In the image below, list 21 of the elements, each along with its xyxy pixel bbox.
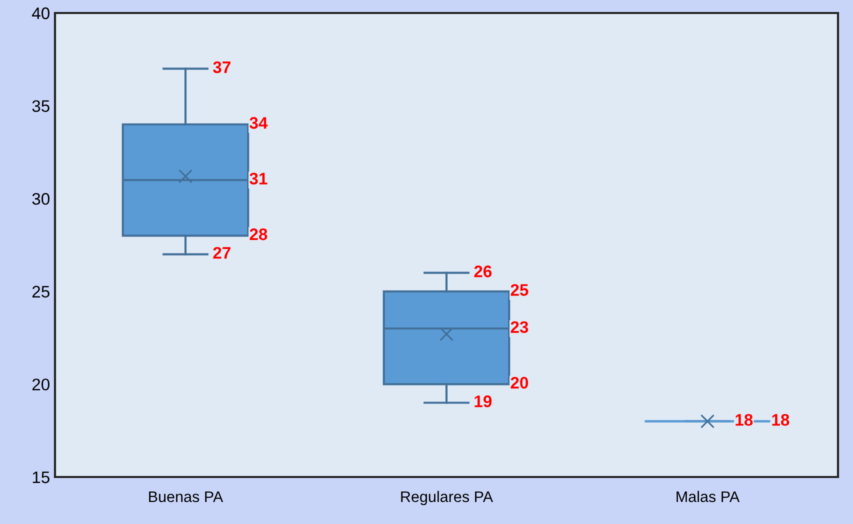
y-tick-label: 25 [32, 286, 50, 298]
y-tick-label: 35 [32, 100, 50, 112]
annotation: 26 [474, 266, 492, 278]
annotation: 27 [213, 246, 230, 259]
annotation: 18 [736, 414, 753, 426]
annotation: 28 [250, 228, 268, 240]
x-tick-label: Buenas PA [149, 491, 224, 502]
annotation: 20 [510, 376, 528, 389]
annotation: 18 [772, 414, 790, 426]
y-tick-label: 40 [32, 7, 50, 20]
y-tick-label: 15 [32, 472, 50, 484]
annotation: 37 [213, 61, 230, 74]
x-tick-label: Malas PA [676, 490, 740, 502]
x-tick-label: Regulares PA [401, 490, 494, 506]
annotation: 19 [474, 395, 492, 408]
y-tick-label: 20 [32, 378, 50, 390]
annotation: 23 [510, 321, 528, 334]
y-tick-label: 30 [32, 193, 50, 205]
annotation: 25 [510, 284, 528, 296]
annotation: 31 [250, 172, 268, 185]
annotation: 34 [250, 117, 268, 129]
